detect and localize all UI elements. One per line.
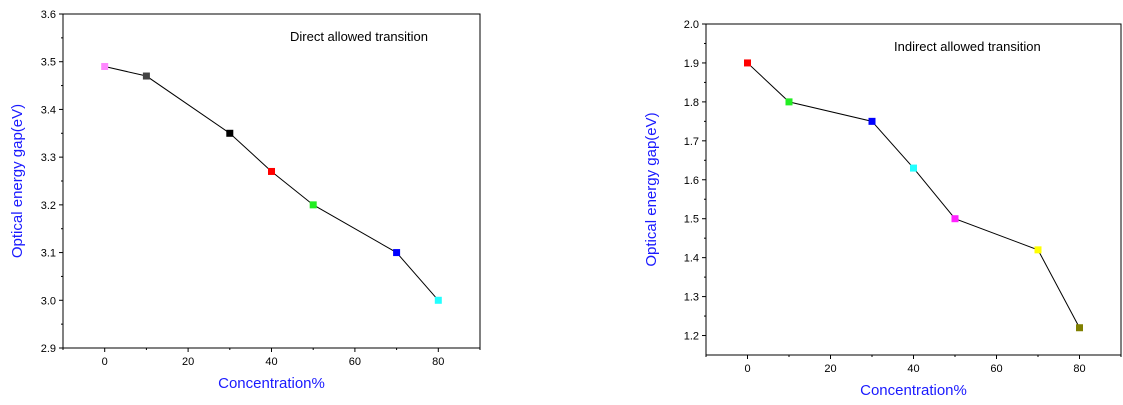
- direct-data-point: [226, 129, 234, 137]
- indirect-x-axis-title: Concentration%: [860, 382, 967, 399]
- indirect-y-tick-label: 1.6: [684, 175, 699, 187]
- indirect-plot-frame: [705, 23, 1122, 356]
- direct-x-axis-title: Concentration%: [218, 375, 325, 392]
- direct-x-tick-label: 20: [182, 356, 194, 368]
- direct-y-tick-label: 3.4: [41, 104, 56, 116]
- direct-data-point: [309, 201, 317, 209]
- direct-y-tick-label: 3.0: [41, 295, 56, 307]
- direct-y-tick-label: 3.3: [41, 152, 56, 164]
- indirect-series-line: [747, 62, 1080, 328]
- indirect-data-point: [1076, 324, 1083, 332]
- indirect-x-tick-label: 0: [744, 363, 750, 375]
- direct-transition-chart: 0 20 40 60 80 2.9 3.0 3.1 3.2 3.3 3.4 3.5 3.6 Concent…: [9, 9, 481, 392]
- direct-data-point: [101, 62, 109, 70]
- indirect-y-tick-label: 1.9: [684, 58, 699, 70]
- direct-data-point: [268, 167, 275, 175]
- indirect-y-axis-title: Optical energy gap(eV): [643, 112, 660, 266]
- indirect-data-point: [785, 98, 793, 106]
- indirect-data-point: [744, 59, 751, 67]
- direct-y-tick-label: 3.1: [41, 248, 56, 260]
- direct-plot-frame: [62, 13, 481, 349]
- direct-x-tick-label: 80: [432, 356, 444, 368]
- direct-data-point: [142, 72, 150, 80]
- direct-y-tick-label: 3.6: [41, 9, 56, 21]
- indirect-y-tick-label: 1.4: [684, 253, 699, 265]
- direct-x-tick-label: 60: [349, 356, 361, 368]
- indirect-y-tick-label: 1.2: [684, 331, 699, 343]
- indirect-x-tick-label: 20: [824, 363, 836, 375]
- indirect-y-tick-label: 1.7: [684, 136, 699, 148]
- direct-series-line: [104, 65, 439, 301]
- indirect-data-point: [910, 164, 917, 172]
- indirect-y-tick-label: 1.3: [684, 292, 699, 304]
- direct-data-point: [434, 296, 442, 304]
- indirect-data-point: [951, 215, 959, 223]
- indirect-transition-chart: 0 20 40 60 80 1.2 1.3 1.4 1.5 1.6 1.7 1.8 1.9 2.0 Conc…: [643, 19, 1122, 399]
- indirect-x-tick-label: 60: [990, 363, 1002, 375]
- direct-y-tick-label: 2.9: [41, 343, 56, 355]
- direct-y-tick-label: 3.2: [41, 200, 56, 212]
- indirect-data-point: [1034, 246, 1042, 254]
- direct-x-tick-label: 40: [265, 356, 277, 368]
- indirect-y-tick-label: 1.8: [684, 97, 699, 109]
- direct-y-axis-title: Optical energy gap(eV): [9, 104, 26, 258]
- indirect-annotation: Indirect allowed transition: [894, 39, 1041, 54]
- direct-y-tick-label: 3.5: [41, 57, 56, 69]
- indirect-x-tick-label: 40: [907, 363, 919, 375]
- direct-annotation: Direct allowed transition: [290, 29, 428, 44]
- indirect-y-tick-label: 1.5: [684, 214, 699, 226]
- direct-data-point: [393, 249, 401, 257]
- indirect-data-point: [868, 117, 876, 125]
- indirect-x-tick-label: 80: [1073, 363, 1085, 375]
- direct-x-tick-label: 0: [102, 356, 108, 368]
- indirect-y-tick-label: 2.0: [684, 19, 699, 31]
